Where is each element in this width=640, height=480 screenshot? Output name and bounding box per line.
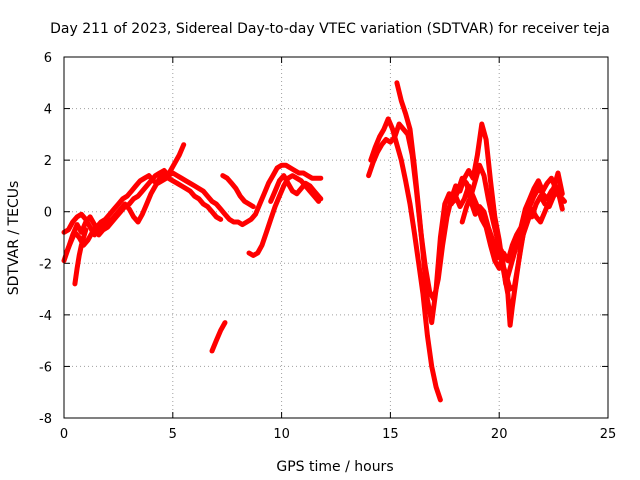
y-tick-label: 0 [44, 206, 52, 221]
series-8-trace [268, 173, 324, 204]
series-5-trace [209, 320, 228, 354]
y-tick-label: -8 [39, 412, 52, 427]
x-tick-label: 5 [169, 427, 177, 442]
series-2-trace [63, 142, 187, 256]
y-tick-label: -4 [39, 309, 52, 324]
x-tick-label: 0 [60, 427, 68, 442]
x-tick-label: 15 [382, 427, 399, 442]
chart-title: Day 211 of 2023, Sidereal Day-to-day VTE… [50, 21, 610, 37]
series-6-trace [220, 173, 256, 210]
y-tick-label: 2 [44, 154, 52, 169]
y-axis-label: SDTVAR / TECUs [6, 181, 22, 296]
grid-lines [64, 57, 608, 418]
x-tick-label: 20 [491, 427, 508, 442]
plot-frame [63, 56, 609, 419]
series-3-trace [61, 173, 224, 238]
y-tick-label: -6 [39, 360, 52, 375]
series-13-trace [448, 175, 567, 271]
x-axis-label: GPS time / hours [276, 459, 393, 475]
series-4-trace [72, 227, 89, 287]
x-tick-label: 25 [600, 427, 617, 442]
y-tick-label: 4 [44, 103, 52, 118]
y-tick-label: 6 [44, 51, 52, 66]
series-10-trace [368, 116, 443, 403]
series-7-trace [246, 173, 322, 258]
y-tick-label: -2 [39, 257, 52, 272]
x-tick-label: 10 [273, 427, 290, 442]
series-1-trace [61, 162, 324, 264]
series-12-trace [459, 162, 565, 292]
data-series [61, 80, 567, 403]
